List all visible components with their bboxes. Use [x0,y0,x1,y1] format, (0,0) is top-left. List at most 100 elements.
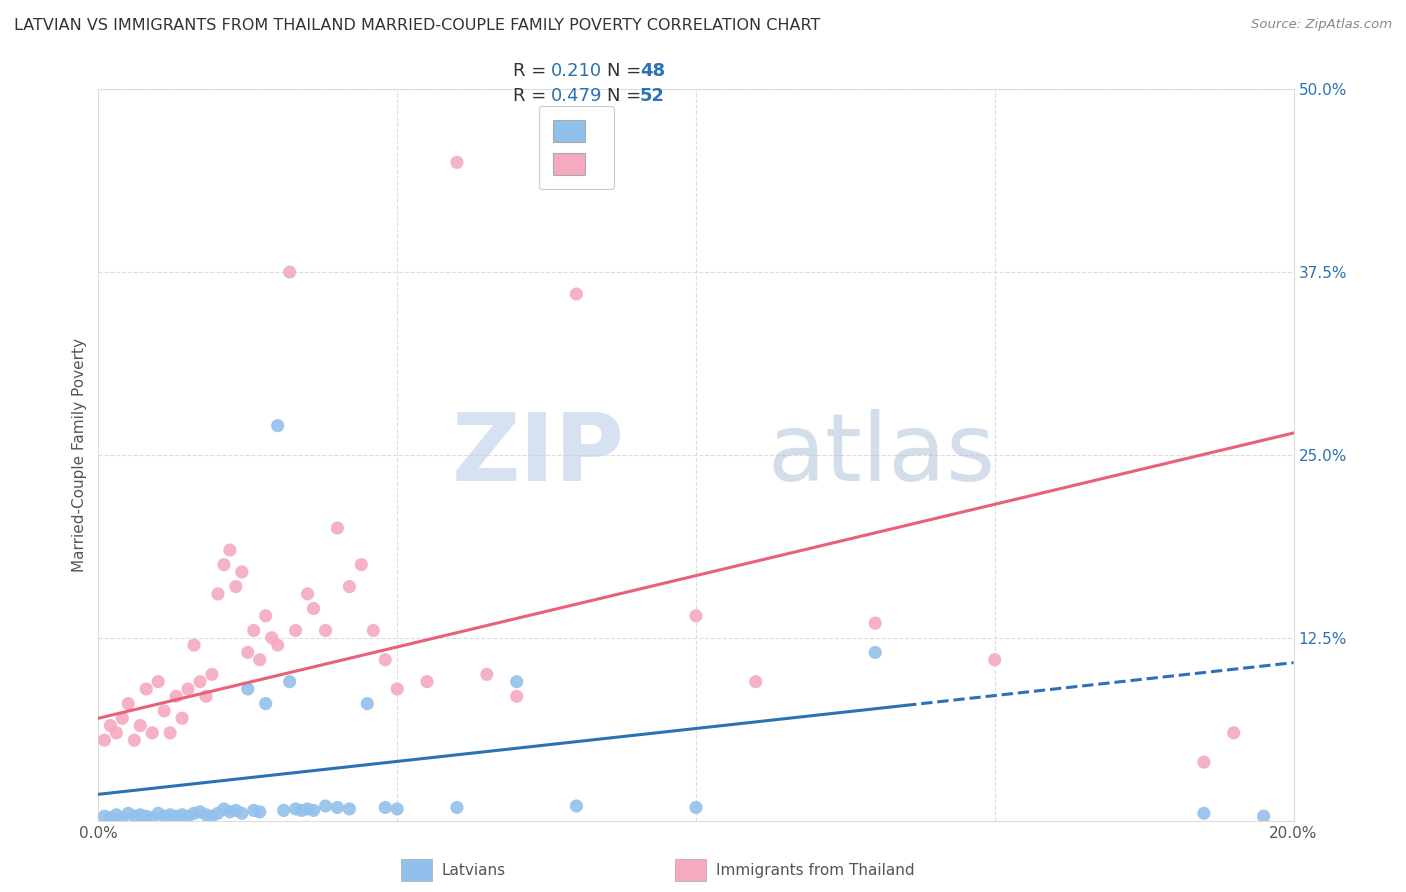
Point [153,809,176,823]
Point [172,711,194,725]
Point [111,811,134,825]
Point [212,802,235,816]
Text: N =: N = [607,62,647,80]
Point [254,697,277,711]
Point [984,653,1007,667]
Point [93,733,115,747]
Point [1253,809,1275,823]
Y-axis label: Married-Couple Family Poverty: Married-Couple Family Poverty [72,338,87,572]
Point [225,580,247,594]
Point [141,726,163,740]
Text: atlas: atlas [768,409,995,501]
Text: ZIP: ZIP [451,409,624,501]
Text: Source: ZipAtlas.com: Source: ZipAtlas.com [1251,18,1392,31]
Point [1223,726,1246,740]
Point [506,674,529,689]
Point [243,624,266,638]
Point [565,287,588,301]
Point [201,809,224,823]
Text: Latvians: Latvians [441,863,506,878]
Point [1192,755,1215,769]
Point [356,697,378,711]
Point [148,674,170,689]
Point [212,558,235,572]
Point [129,718,152,732]
Point [195,807,218,822]
Point [302,601,325,615]
Point [565,799,588,814]
Text: Immigrants from Thailand: Immigrants from Thailand [716,863,914,878]
Point [243,804,266,818]
Point [249,653,271,667]
Point [219,805,242,819]
Point [685,800,707,814]
Point [350,558,373,572]
Point [446,155,468,169]
Text: N =: N = [607,87,647,105]
Point [135,681,157,696]
Point [685,608,707,623]
Point [385,681,409,696]
Point [100,718,122,732]
Point [135,809,157,823]
Point [124,733,146,747]
Point [278,265,301,279]
Point [416,674,439,689]
Point [249,805,271,819]
Point [117,697,139,711]
Point [177,681,200,696]
Point [374,653,396,667]
Point [315,624,337,638]
Point [291,804,314,818]
Point [273,804,295,818]
Point [865,616,887,631]
Point [225,804,247,818]
Point [374,800,396,814]
Point [231,806,253,821]
Text: 48: 48 [640,62,665,80]
Point [339,802,360,816]
Point [207,587,229,601]
Point [188,674,211,689]
Point [100,811,122,825]
Point [745,674,768,689]
Legend: , : , [538,105,614,189]
Point [153,704,176,718]
Point [105,726,128,740]
Point [105,807,128,822]
Point [284,624,307,638]
Point [231,565,253,579]
Text: 0.479: 0.479 [551,87,603,105]
Point [183,638,205,652]
Point [195,690,218,704]
Point [326,521,349,535]
Point [129,807,152,822]
Point [385,802,409,816]
Point [284,802,307,816]
Point [165,690,187,704]
Point [236,681,259,696]
Point [141,811,163,825]
Point [297,802,319,816]
Text: 0.210: 0.210 [551,62,602,80]
Point [159,726,181,740]
Point [326,800,349,814]
Point [183,806,205,821]
Point [188,805,211,819]
Point [297,587,319,601]
Text: LATVIAN VS IMMIGRANTS FROM THAILAND MARRIED-COUPLE FAMILY POVERTY CORRELATION CH: LATVIAN VS IMMIGRANTS FROM THAILAND MARR… [14,18,821,33]
Point [148,806,170,821]
Point [159,807,181,822]
Point [278,674,301,689]
Point [260,631,283,645]
Point [506,690,529,704]
Point [363,624,385,638]
Point [117,806,139,821]
Point [111,711,134,725]
Point [267,418,290,433]
Point [124,809,146,823]
Text: R =: R = [513,62,553,80]
Point [177,809,200,823]
Point [219,543,242,558]
Text: 52: 52 [640,87,665,105]
